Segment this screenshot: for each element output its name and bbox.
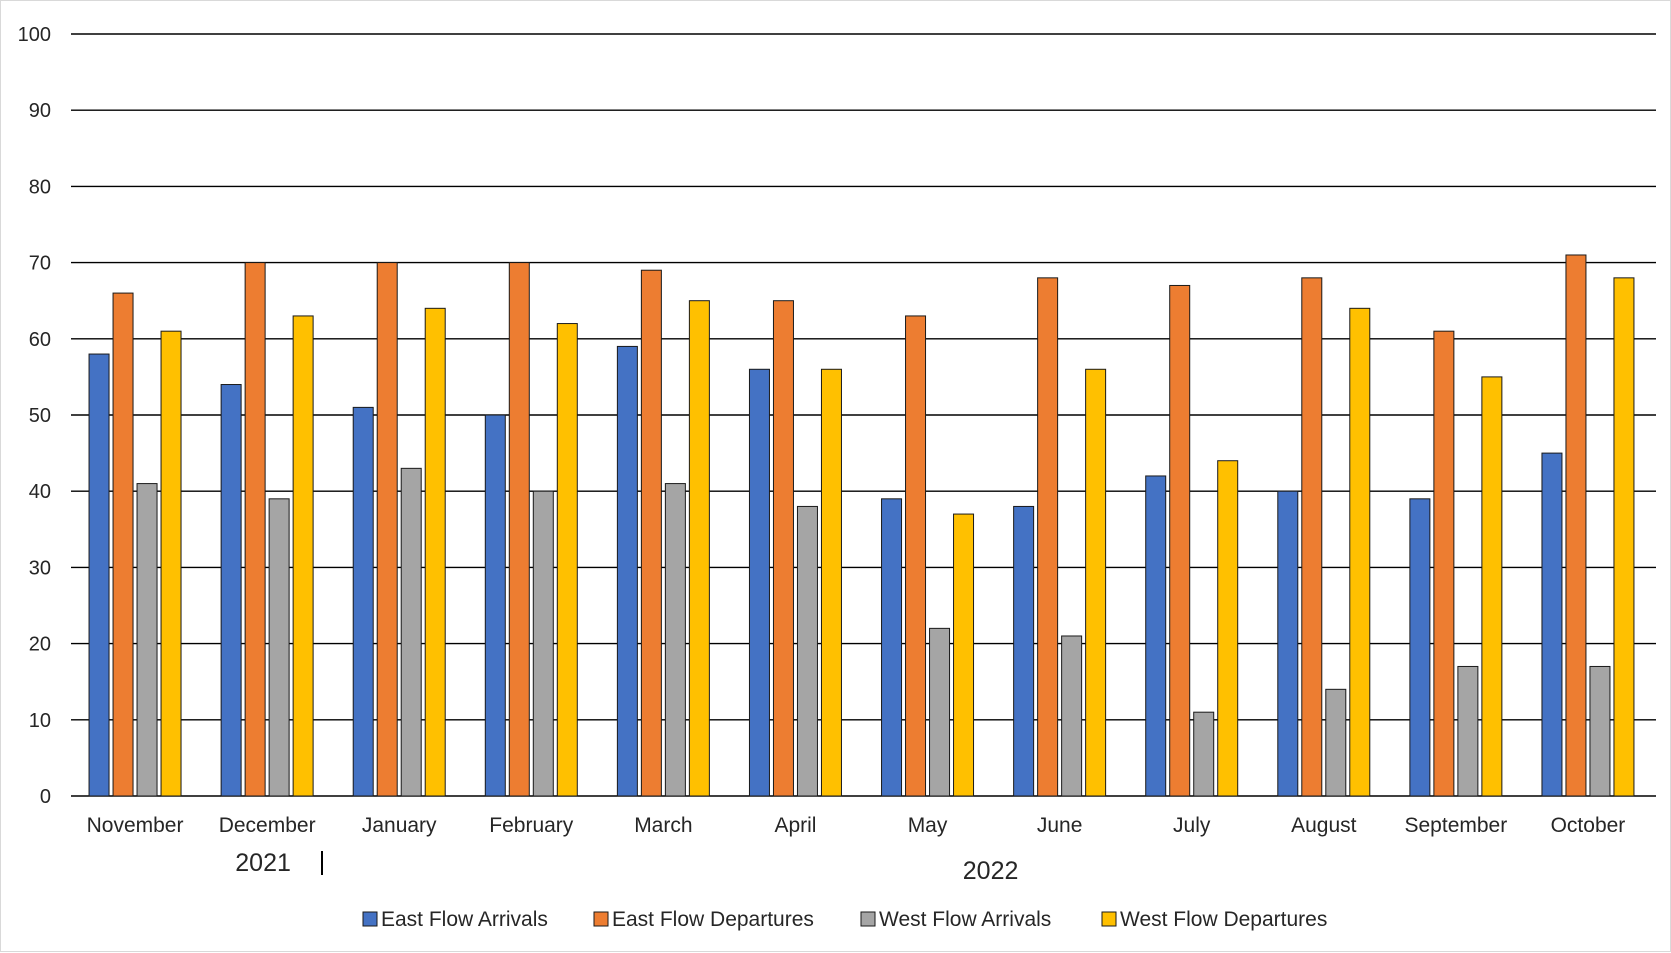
bar-west-flow-departures-april bbox=[820, 368, 842, 797]
x-tick-label-april: April bbox=[774, 814, 816, 837]
bar-west-flow-arrivals-april bbox=[796, 505, 818, 797]
legend: East Flow Arrivals East Flow Departures We… bbox=[362, 908, 1327, 931]
bar-east-flow-arrivals-september bbox=[1409, 498, 1431, 797]
legend-label-west-flow-departures: West Flow Departures bbox=[1120, 908, 1327, 931]
x-tick-label-august: August bbox=[1291, 814, 1357, 837]
bar-west-flow-arrivals-february bbox=[532, 490, 554, 797]
bar-west-flow-departures-january bbox=[424, 307, 446, 797]
bar-west-flow-departures-december bbox=[292, 315, 314, 797]
x-tick-label-january: January bbox=[362, 814, 437, 837]
x-tick-label-july: July bbox=[1173, 814, 1211, 837]
bar-west-flow-arrivals-december bbox=[268, 498, 290, 797]
bar-east-flow-departures-august bbox=[1301, 277, 1323, 797]
bar-west-flow-arrivals-november bbox=[136, 483, 158, 797]
bar-east-flow-departures-november bbox=[112, 292, 134, 797]
gridlines bbox=[71, 33, 1656, 797]
bar-west-flow-departures-november bbox=[160, 330, 182, 797]
x-tick-label-november: November bbox=[87, 814, 184, 837]
bar-west-flow-arrivals-march bbox=[664, 483, 686, 797]
bar-west-flow-arrivals-september bbox=[1457, 665, 1479, 797]
bar-east-flow-departures-june bbox=[1037, 277, 1059, 797]
y-tick-label-80: 80 bbox=[29, 176, 51, 198]
bar-east-flow-arrivals-july bbox=[1145, 475, 1167, 797]
bar-east-flow-arrivals-january bbox=[352, 406, 374, 797]
year-label-2021: 2021 bbox=[235, 849, 291, 877]
y-axis-tick-labels: 0 10 20 30 40 50 60 70 80 90 100 bbox=[18, 24, 51, 808]
legend-swatch-west-flow-departures bbox=[1101, 911, 1117, 927]
legend-swatch-west-flow-arrivals bbox=[860, 911, 876, 927]
legend-label-east-flow-arrivals: East Flow Arrivals bbox=[381, 908, 548, 931]
bar-east-flow-arrivals-february bbox=[484, 414, 506, 797]
bar-east-flow-arrivals-april bbox=[748, 368, 770, 797]
bar-east-flow-arrivals-may bbox=[881, 498, 903, 797]
bar-east-flow-departures-july bbox=[1169, 284, 1191, 797]
y-tick-label-20: 20 bbox=[29, 634, 51, 656]
x-tick-label-october: October bbox=[1551, 814, 1626, 837]
bar-east-flow-arrivals-march bbox=[616, 345, 638, 797]
bar-east-flow-departures-october bbox=[1565, 254, 1587, 797]
legend-label-east-flow-departures: East Flow Departures bbox=[612, 908, 814, 931]
bar-east-flow-departures-december bbox=[244, 262, 266, 797]
bar-west-flow-arrivals-october bbox=[1589, 665, 1611, 797]
bars bbox=[88, 254, 1635, 797]
x-axis-category-labels: November December January February March Apri… bbox=[87, 814, 1626, 837]
bar-east-flow-arrivals-june bbox=[1013, 505, 1035, 797]
bar-east-flow-arrivals-august bbox=[1277, 490, 1299, 797]
y-tick-label-90: 90 bbox=[29, 100, 51, 122]
bar-west-flow-departures-september bbox=[1481, 376, 1503, 797]
bar-west-flow-departures-october bbox=[1613, 277, 1635, 797]
bar-west-flow-departures-february bbox=[556, 323, 578, 797]
bar-west-flow-arrivals-may bbox=[929, 627, 951, 797]
y-tick-label-10: 10 bbox=[29, 710, 51, 732]
bar-west-flow-arrivals-january bbox=[400, 467, 422, 797]
x-tick-label-june: June bbox=[1037, 814, 1083, 837]
bar-west-flow-departures-august bbox=[1349, 307, 1371, 797]
bar-east-flow-departures-january bbox=[376, 262, 398, 797]
y-tick-label-60: 60 bbox=[29, 329, 51, 351]
y-tick-label-70: 70 bbox=[29, 253, 51, 275]
legend-swatch-east-flow-departures bbox=[593, 911, 609, 927]
y-tick-label-0: 0 bbox=[40, 786, 51, 808]
bar-west-flow-arrivals-august bbox=[1325, 688, 1347, 797]
y-tick-label-100: 100 bbox=[18, 24, 51, 46]
bar-west-flow-departures-july bbox=[1217, 460, 1239, 797]
bar-west-flow-arrivals-july bbox=[1193, 711, 1215, 797]
x-tick-label-march: March bbox=[634, 814, 692, 837]
bar-west-flow-departures-may bbox=[953, 513, 975, 797]
x-tick-label-september: September bbox=[1405, 814, 1508, 837]
legend-swatch-east-flow-arrivals bbox=[362, 911, 378, 927]
y-tick-label-30: 30 bbox=[29, 557, 51, 579]
bar-east-flow-arrivals-october bbox=[1541, 452, 1563, 797]
x-tick-label-february: February bbox=[489, 814, 574, 837]
y-tick-label-50: 50 bbox=[29, 405, 51, 427]
bar-east-flow-arrivals-december bbox=[220, 384, 242, 797]
bar-east-flow-arrivals-november bbox=[88, 353, 110, 797]
y-tick-label-40: 40 bbox=[29, 481, 51, 503]
bar-west-flow-arrivals-june bbox=[1061, 635, 1083, 797]
bar-west-flow-departures-june bbox=[1085, 368, 1107, 797]
bar-east-flow-departures-march bbox=[640, 269, 662, 797]
year-group-labels: 2021 2022 bbox=[235, 849, 1018, 885]
bar-east-flow-departures-september bbox=[1433, 330, 1455, 797]
bar-east-flow-departures-may bbox=[905, 315, 927, 797]
x-tick-label-may: May bbox=[908, 814, 948, 837]
x-tick-label-december: December bbox=[219, 814, 316, 837]
year-label-2022: 2022 bbox=[963, 857, 1019, 885]
bar-east-flow-departures-april bbox=[772, 300, 794, 797]
legend-label-west-flow-arrivals: West Flow Arrivals bbox=[879, 908, 1051, 931]
bar-west-flow-departures-march bbox=[688, 300, 710, 797]
bar-east-flow-departures-february bbox=[508, 262, 530, 797]
